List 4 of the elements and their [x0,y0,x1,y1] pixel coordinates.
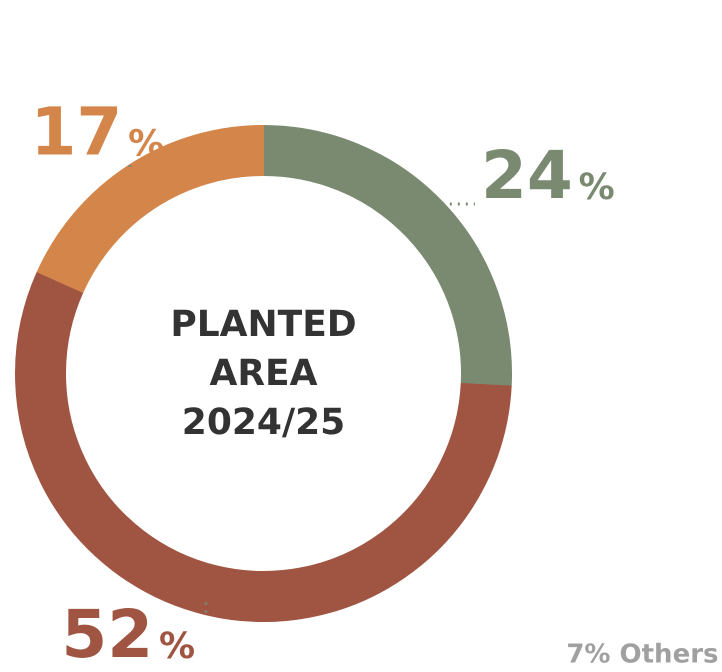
data-label: 52% [61,596,196,672]
data-label: 24% [480,137,615,214]
text: 7% Others [566,640,719,670]
text: PLANTED AREA 2024/25 [170,304,357,444]
